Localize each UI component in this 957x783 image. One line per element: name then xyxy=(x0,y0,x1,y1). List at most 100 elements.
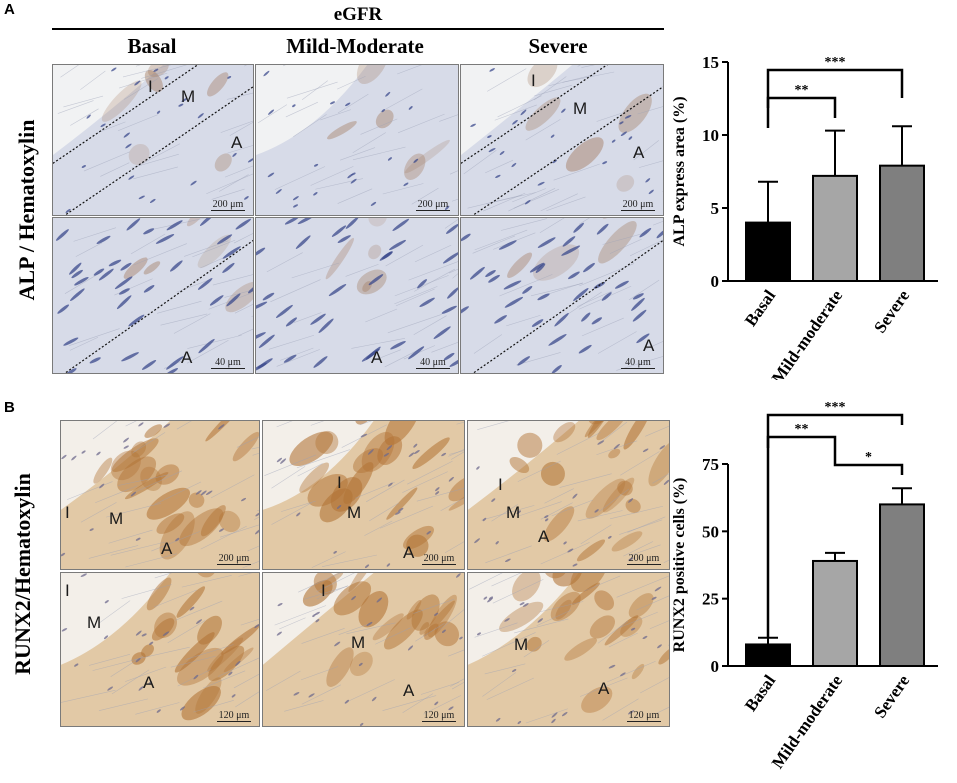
tissue-texture xyxy=(263,421,464,569)
micrograph-b-2-3: M A 120 μm xyxy=(467,572,670,727)
micrograph-a-1-3: I M A 200 μm xyxy=(460,64,664,216)
region-label: I xyxy=(321,581,326,600)
micrograph-b-1-1: I M A 200 μm xyxy=(60,420,260,570)
bar-severe xyxy=(879,503,925,668)
micrograph-b-2-2: I M A 120 μm xyxy=(262,572,465,727)
tissue-texture xyxy=(61,421,259,569)
scale-bar: 40 μm xyxy=(412,357,454,370)
significance-bracket xyxy=(766,435,837,638)
significance-bracket xyxy=(766,68,904,108)
x-tick-label: Basal xyxy=(741,286,779,330)
scale-bar-text: 120 μm xyxy=(218,710,250,721)
x-tick-label: Basal xyxy=(741,671,779,715)
y-axis-label: RUNX2 positive cells (%) xyxy=(671,478,688,653)
y-tick-label: 15 xyxy=(702,53,719,72)
y-tick-label: 5 xyxy=(711,199,720,218)
tissue-texture xyxy=(468,421,669,569)
region-label: M xyxy=(109,509,124,528)
region-label: M xyxy=(506,503,521,522)
column-header-mild-moderate: Mild-Moderate xyxy=(286,34,424,58)
region-label: M xyxy=(181,87,196,106)
scale-bar-line xyxy=(416,368,450,369)
scale-bar-line xyxy=(416,210,450,211)
region-label: A xyxy=(403,543,415,562)
y-tick-label: 75 xyxy=(702,455,719,474)
bar-basal xyxy=(745,643,791,668)
scale-bar-line xyxy=(627,721,661,722)
region-label: A xyxy=(403,681,415,700)
tissue-texture xyxy=(53,65,253,215)
region-label: A xyxy=(598,679,610,698)
significance-bracket xyxy=(766,413,904,448)
micrograph-b-2-1: I M A 120 μm xyxy=(60,572,260,727)
y-tick-label: 0 xyxy=(711,657,720,676)
row-label-runx2-hematoxylin: RUNX2/Hematoxylin xyxy=(10,473,35,675)
tissue-texture xyxy=(263,573,464,726)
region-label: A xyxy=(538,527,550,546)
scale-bar-line xyxy=(621,368,655,369)
significance-bracket xyxy=(766,96,837,128)
column-header-severe: Severe xyxy=(528,34,588,58)
scale-bar-text: 40 μm xyxy=(625,357,651,368)
scale-bar: 120 μm xyxy=(623,710,665,723)
y-tick-label: 10 xyxy=(702,126,719,145)
bar-basal xyxy=(745,221,791,283)
x-tick-label: Mild-moderate xyxy=(768,671,847,772)
scale-bar: 200 μm xyxy=(623,553,665,566)
bar-severe xyxy=(879,164,925,282)
significance-label: ** xyxy=(795,83,809,98)
region-label: M xyxy=(514,635,529,654)
tissue-texture xyxy=(53,218,253,373)
region-label: A xyxy=(143,673,155,692)
scale-bar-line xyxy=(211,210,245,211)
panel-a-letter: A xyxy=(4,1,15,18)
significance-label: * xyxy=(865,450,872,465)
micrograph-a-2-3: A 40 μm xyxy=(460,217,664,374)
tissue-texture xyxy=(256,65,458,215)
scale-bar-line xyxy=(217,721,251,722)
scale-bar-line xyxy=(217,564,251,565)
tissue-texture xyxy=(461,65,663,215)
region-label: A xyxy=(633,143,645,162)
scale-bar: 200 μm xyxy=(418,553,460,566)
scale-bar: 120 μm xyxy=(418,710,460,723)
significance-label: *** xyxy=(825,400,846,415)
micrograph-a-2-1: A 40 μm xyxy=(52,217,254,374)
scale-bar-line xyxy=(422,564,456,565)
y-tick-label: 0 xyxy=(711,272,720,291)
scale-bar-text: 200 μm xyxy=(622,199,654,210)
scale-bar-text: 120 μm xyxy=(628,710,660,721)
region-label: I xyxy=(337,473,342,492)
y-axis-label: ALP express area (%) xyxy=(671,96,688,246)
scale-bar-line xyxy=(422,721,456,722)
bar-mild-moderate xyxy=(812,174,858,283)
region-label: A xyxy=(643,336,655,355)
tissue-texture xyxy=(461,218,663,373)
region-label: M xyxy=(347,503,362,522)
y-tick-label: 25 xyxy=(702,590,719,609)
alp-bar-chart: ALP express area (%) 0 5 10 15 BasalMild-mode… xyxy=(671,53,938,380)
scale-bar-text: 120 μm xyxy=(423,710,455,721)
tissue-texture xyxy=(468,573,669,726)
scale-bar: 120 μm xyxy=(213,710,255,723)
scale-bar: 200 μm xyxy=(617,199,659,212)
micrograph-b-1-3: I M A 200 μm xyxy=(467,420,670,570)
region-label: M xyxy=(87,613,102,632)
region-label: M xyxy=(351,633,366,652)
significance-label: ** xyxy=(795,422,809,437)
x-tick-label: Severe xyxy=(870,286,913,336)
micrograph-b-1-2: I M A 200 μm xyxy=(262,420,465,570)
scale-bar-line xyxy=(621,210,655,211)
scale-bar: 40 μm xyxy=(617,357,659,370)
region-label: A xyxy=(181,348,193,367)
y-tick-label: 50 xyxy=(702,522,719,541)
egfr-group-rule xyxy=(52,28,664,30)
runx2-bar-chart: RUNX2 positive cells (%) 0 25 50 75 BasalMild… xyxy=(671,400,938,772)
scale-bar-text: 200 μm xyxy=(212,199,244,210)
scale-bar: 200 μm xyxy=(207,199,249,212)
scale-bar-line xyxy=(211,368,245,369)
scale-bar-text: 200 μm xyxy=(423,553,455,564)
tissue-texture xyxy=(256,218,458,373)
scale-bar-text: 200 μm xyxy=(417,199,449,210)
scale-bar-text: 40 μm xyxy=(420,357,446,368)
